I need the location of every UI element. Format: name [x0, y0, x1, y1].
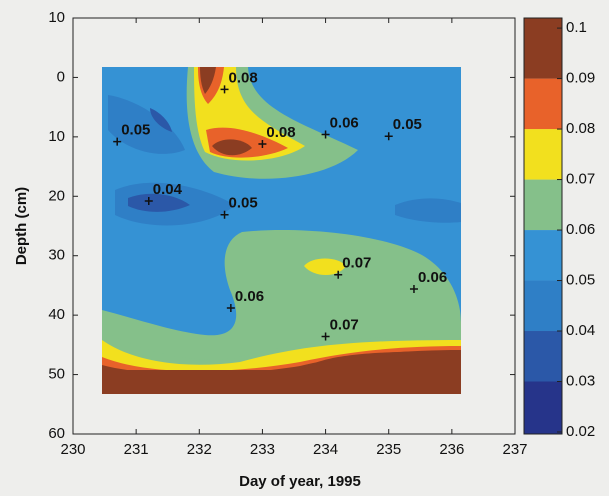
point-label: 0.05: [229, 195, 258, 212]
colorbar-band: [524, 331, 562, 382]
colorbar-tick-label: 0.09: [566, 70, 595, 87]
colorbar-tick-label: 0.03: [566, 372, 595, 389]
contour-field: [102, 67, 461, 394]
colorbar-tick-label: 0.05: [566, 271, 595, 288]
colorbar-tick-label: 0.08: [566, 120, 595, 137]
colorbar-band: [524, 18, 562, 79]
colorbar-tick-label: 0.06: [566, 221, 595, 238]
x-tick-label: 233: [250, 441, 275, 458]
y-tick-label: 40: [48, 306, 65, 323]
x-tick-label: 230: [60, 441, 85, 458]
contour-region: [212, 139, 252, 156]
x-tick-label: 236: [439, 441, 464, 458]
point-marker: [144, 197, 153, 206]
contour-region: [304, 258, 346, 275]
colorbar-tick-label: 0.07: [566, 171, 595, 188]
point-marker: [258, 139, 267, 148]
contour-region: [108, 95, 185, 154]
point-label: 0.05: [393, 116, 422, 133]
y-axis-label: Depth (cm): [13, 187, 30, 265]
point-label: 0.06: [235, 288, 264, 305]
point-label: 0.05: [121, 122, 150, 139]
contour-region: [395, 198, 461, 223]
point-marker: [220, 85, 229, 94]
contour-region: [128, 193, 190, 212]
point-marker: [409, 284, 418, 293]
contour-region: [200, 67, 216, 94]
point-marker: [113, 137, 122, 146]
colorbar-band: [524, 179, 562, 231]
point-marker: [334, 270, 343, 279]
x-tick-label: 234: [313, 441, 338, 458]
x-tick-label: 237: [502, 441, 527, 458]
point-marker: [226, 304, 235, 313]
x-tick-label: 235: [376, 441, 401, 458]
point-marker: [384, 132, 393, 141]
colorbar-tick-label: 0.1: [566, 19, 587, 36]
point-label: 0.08: [229, 69, 258, 86]
y-tick-label: 50: [48, 366, 65, 383]
colorbar-band: [524, 280, 562, 332]
y-tick-label: 0: [57, 68, 65, 85]
y-tick-label: 10: [48, 128, 65, 145]
contour-region: [102, 353, 461, 394]
colorbar-tick-label: 0.04: [566, 322, 595, 339]
x-axis-label: Day of year, 1995: [239, 473, 361, 490]
contour-region: [150, 108, 172, 132]
point-label: 0.07: [330, 317, 359, 334]
x-tick-label: 232: [187, 441, 212, 458]
colorbar-band: [524, 381, 562, 434]
y-tick-label: 60: [48, 425, 65, 442]
colorbar-band: [524, 78, 562, 130]
point-label: 0.04: [153, 181, 183, 198]
y-tick-label: 30: [48, 247, 65, 264]
plot-frame: [72, 17, 516, 435]
point-label: 0.08: [266, 124, 295, 141]
colorbar-tick-label: 0.02: [566, 423, 595, 440]
point-marker: [321, 130, 330, 139]
point-marker: [220, 210, 229, 219]
colorbar-band: [524, 230, 562, 281]
point-label: 0.06: [418, 269, 447, 286]
y-tick-label: 10: [48, 9, 65, 26]
point-label: 0.07: [342, 255, 371, 272]
y-tick-label: 20: [48, 187, 65, 204]
point-label: 0.06: [330, 114, 359, 131]
x-tick-label: 231: [124, 441, 149, 458]
point-marker: [321, 332, 330, 341]
colorbar-frame: [523, 17, 563, 435]
colorbar-band: [524, 129, 562, 180]
